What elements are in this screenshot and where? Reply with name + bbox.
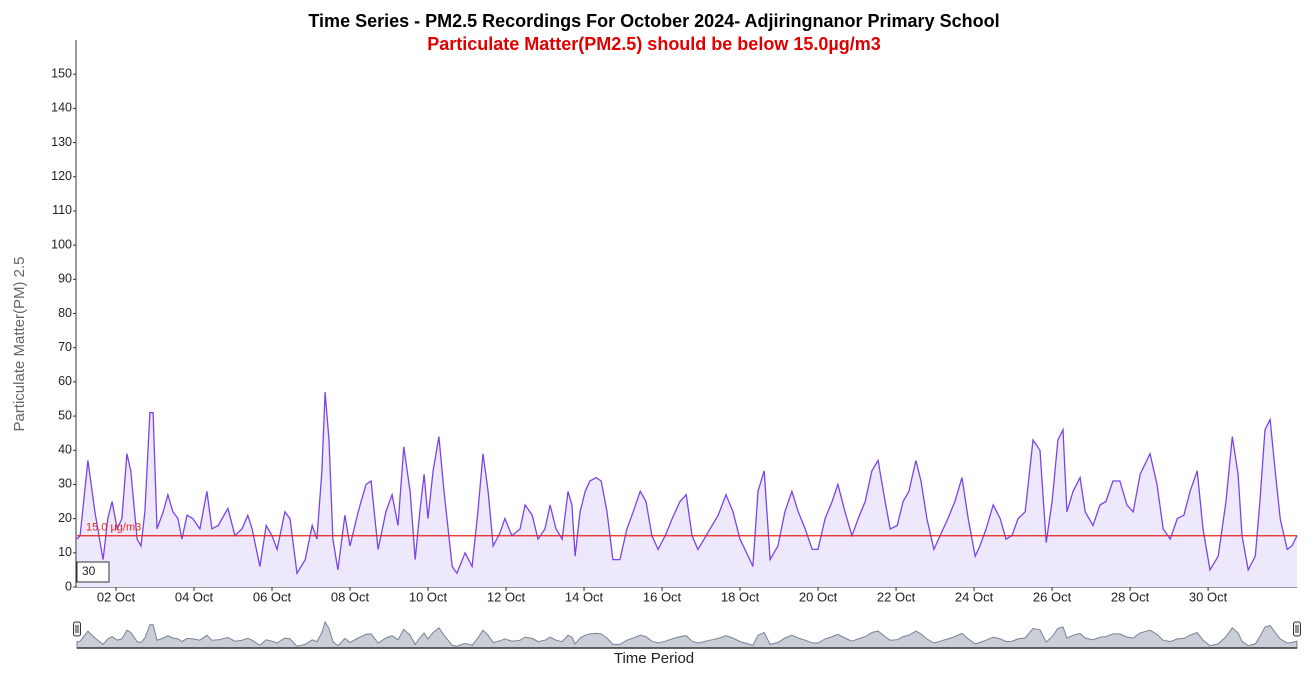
area-fill	[77, 392, 1297, 587]
y-tick-label: 130	[51, 135, 72, 149]
y-tick-label: 70	[58, 340, 72, 354]
y-axis-label: Particulate Matter(PM) 2.5	[11, 256, 28, 431]
y-tick-label: 60	[58, 374, 72, 388]
x-tick-label: 28 Oct	[1111, 589, 1150, 604]
y-tick-label: 150	[51, 66, 72, 80]
y-tick-label: 20	[58, 511, 72, 525]
y-tick-label: 120	[51, 169, 72, 183]
x-tick-label: 06 Oct	[253, 589, 292, 604]
x-tick-label: 18 Oct	[721, 589, 760, 604]
y-tick-label: 90	[58, 272, 72, 286]
x-tick-label: 08 Oct	[331, 589, 370, 604]
x-tick-label: 20 Oct	[799, 589, 838, 604]
x-axis-label: Time Period	[614, 650, 694, 667]
x-tick-label: 26 Oct	[1033, 589, 1072, 604]
y-tick-label: 30	[58, 477, 72, 491]
navigator-handle[interactable]	[1293, 621, 1301, 637]
y-tick-label: 10	[58, 545, 72, 559]
zoom-input[interactable]	[76, 561, 110, 583]
plot: 0 10 20 30 40 50 60 70 80 90 100 110 120 130 140 150 02 …	[51, 66, 1301, 649]
x-tick-label: 04 Oct	[175, 589, 214, 604]
y-tick-label: 80	[58, 306, 72, 320]
x-tick-label: 14 Oct	[565, 589, 604, 604]
x-tick-label: 16 Oct	[643, 589, 682, 604]
chart-subtitle: Particulate Matter(PM2.5) should be belo…	[427, 34, 880, 54]
zoom-input-text[interactable]: 30	[82, 564, 96, 578]
y-tick-label: 40	[58, 443, 72, 457]
x-tick-label: 22 Oct	[877, 589, 916, 604]
navigator-handle[interactable]	[73, 621, 81, 637]
y-tick-label: 140	[51, 101, 72, 115]
y-tick-label: 50	[58, 408, 72, 422]
y-tick-label: 100	[51, 237, 72, 251]
x-tick-label: 10 Oct	[409, 589, 448, 604]
y-tick-label: 0	[65, 579, 72, 593]
chart-title: Time Series - PM2.5 Recordings For Octob…	[308, 11, 999, 31]
x-tick-label: 12 Oct	[487, 589, 526, 604]
x-tick-label: 02 Oct	[97, 589, 136, 604]
y-tick-label: 110	[52, 203, 72, 217]
x-tick-label: 24 Oct	[955, 589, 994, 604]
threshold-label: 15.0 μg/m3	[86, 522, 141, 534]
navigator-series	[76, 620, 1298, 649]
x-tick-label: 30 Oct	[1189, 589, 1228, 604]
